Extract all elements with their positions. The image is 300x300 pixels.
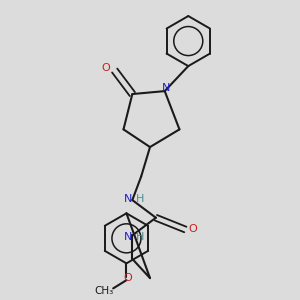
Text: CH₃: CH₃ — [95, 286, 114, 296]
Text: O: O — [101, 63, 110, 73]
Text: O: O — [124, 273, 132, 283]
Text: N: N — [124, 232, 132, 242]
Text: N: N — [124, 194, 132, 204]
Text: H: H — [136, 232, 144, 242]
Text: O: O — [188, 224, 197, 235]
Text: N: N — [162, 82, 170, 93]
Text: H: H — [136, 194, 144, 204]
